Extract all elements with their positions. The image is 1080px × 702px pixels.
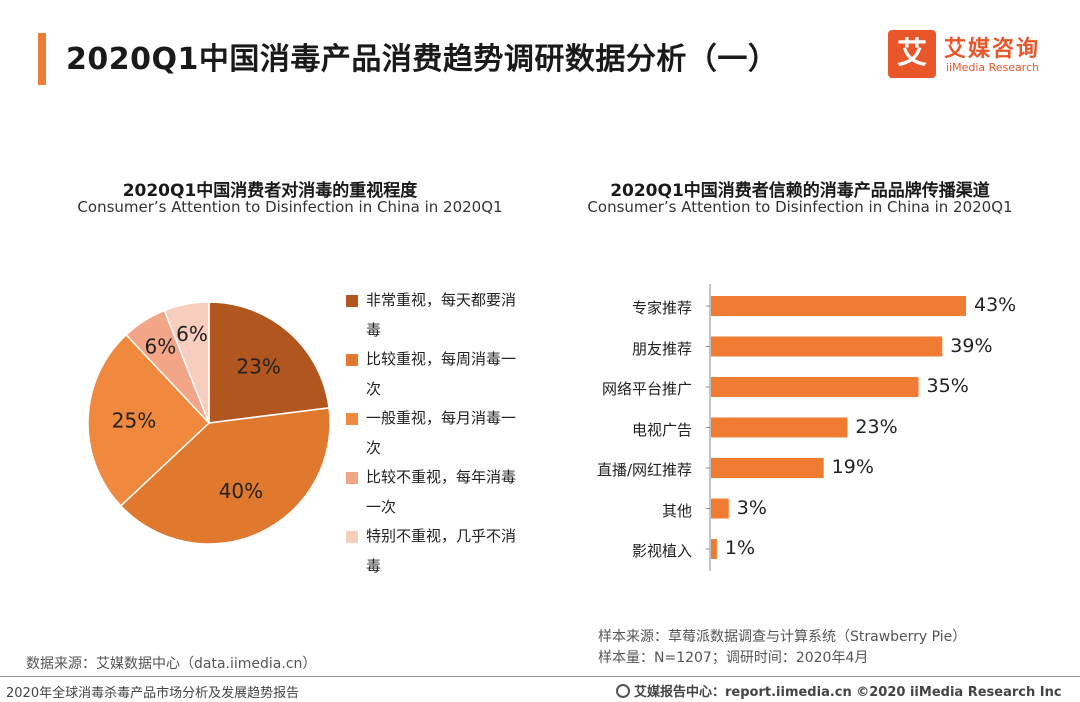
pie-chart: 23% 40% 25% 6%6% (87, 301, 331, 545)
pie-slice (119, 406, 331, 545)
pie-slice (208, 301, 330, 424)
bar-value-label: 39% (950, 334, 993, 357)
bar-category-label: 朋友推荐 (631, 339, 692, 358)
bar-category-label: 直播/网红推荐 (596, 461, 692, 479)
logo-mark-icon: 艾 (888, 30, 936, 78)
bar-category-label: 网络平台推广 (601, 380, 692, 398)
footer-site: 艾媒报告中心：report.iimedia.cn ©2020 iiMedia R… (616, 681, 1062, 700)
pie-data-label: 6% (176, 322, 208, 346)
legend-label: 比较重视，每周消毒一次 (366, 350, 517, 398)
legend-label: 比较不重视，每年消毒一次 (366, 468, 517, 516)
bar (711, 377, 919, 397)
bar-value-label: 23% (855, 415, 898, 438)
legend-item: 比较重视，每周消毒一次 (346, 345, 516, 404)
pie-data-label: 25% (112, 409, 156, 433)
legend-label: 特别不重视，几乎不消毒 (366, 527, 517, 575)
globe-icon (616, 684, 630, 698)
bar-value-label: 1% (724, 537, 756, 559)
legend-swatch (346, 354, 358, 366)
bar-category-label: 其他 (661, 501, 692, 520)
logo-name-cn: 艾媒咨询 (944, 37, 1041, 62)
legend-label: 一般重视，每月消毒一次 (366, 409, 517, 457)
bar (711, 417, 848, 438)
pie-chart-title: 2020Q1中国消费者对消毒的重视程度 (122, 181, 418, 201)
sample-source-note: 样本来源：草莓派数据调查与计算系统（Strawberry Pie） (598, 629, 967, 645)
legend-item: 一般重视，每月消毒一次 (346, 404, 516, 463)
bar (711, 458, 824, 478)
footer-site-text: 艾媒报告中心：report.iimedia.cn ©2020 iiMedia R… (634, 685, 1062, 700)
logo-name-en: iiMedia Research (946, 61, 1040, 74)
bar-category-label: 影视植入 (631, 542, 692, 560)
pie-chart-subtitle: Consumer’s Attention to Disinfection in … (77, 198, 503, 216)
sample-size-note: 样本量：N=1207；调研时间：2020年4月 (598, 650, 869, 666)
bar-chart-title: 2020Q1中国消费者信赖的消毒产品品牌传播渠道 (610, 181, 990, 201)
legend-swatch (346, 531, 358, 543)
bar-category-label: 专家推荐 (631, 299, 692, 317)
bar (711, 336, 943, 357)
pie-data-label: 40% (219, 479, 263, 503)
page-title: 2020Q1中国消毒产品消费趋势调研数据分析（一） (66, 42, 779, 77)
title-accent-bar (38, 33, 46, 85)
footer-report-title: 2020年全球消毒杀毒产品市场分析及发展趋势报告 (6, 686, 300, 701)
legend-item: 特别不重视，几乎不消毒 (346, 522, 516, 581)
bar (711, 498, 729, 519)
brand-logo: 艾 艾媒咨询 iiMedia Research (888, 30, 1060, 80)
bar-category-label: 电视广告 (631, 420, 692, 439)
pie-data-label: 23% (236, 355, 280, 379)
bar-value-label: 35% (926, 375, 969, 397)
bar-chart-subtitle: Consumer’s Attention to Disinfection in … (587, 198, 1013, 216)
legend-swatch (346, 413, 358, 425)
pie-data-label: 6% (145, 334, 177, 358)
bar-value-label: 43% (974, 294, 1017, 316)
legend-item: 非常重视，每天都要消毒 (346, 286, 516, 345)
pie-slice (87, 333, 211, 507)
bar-chart (706, 284, 966, 571)
bar (711, 539, 717, 559)
legend-swatch (346, 295, 358, 307)
pie-legend: 非常重视，每天都要消毒 比较重视，每周消毒一次 一般重视，每月消毒一次 比较不重视，每… (346, 286, 516, 581)
legend-swatch (346, 472, 358, 484)
legend-label: 非常重视，每天都要消毒 (366, 291, 517, 339)
bar (711, 296, 966, 316)
bar-value-label: 3% (736, 496, 767, 519)
bar-value-label: 19% (831, 456, 874, 478)
data-source-note: 数据来源：艾媒数据中心（data.iimedia.cn） (26, 656, 317, 672)
pie-slice (163, 301, 210, 424)
legend-item: 比较不重视，每年消毒一次 (346, 463, 516, 522)
footer-divider (0, 676, 1080, 677)
